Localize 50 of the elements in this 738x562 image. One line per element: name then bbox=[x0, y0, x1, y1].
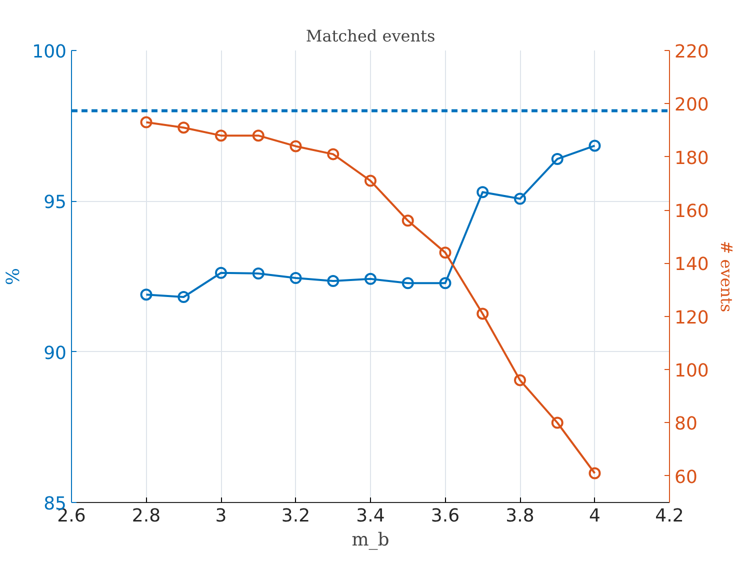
point bbox=[402, 214, 414, 227]
point bbox=[290, 140, 302, 152]
point bbox=[290, 272, 302, 284]
point bbox=[476, 308, 489, 320]
y2-tick-label: 140 bbox=[674, 254, 709, 276]
point bbox=[178, 122, 190, 134]
y2-tick-label: 220 bbox=[674, 42, 709, 62]
y2-tick-label: 180 bbox=[674, 148, 709, 169]
point bbox=[551, 416, 564, 429]
point bbox=[178, 291, 190, 303]
point bbox=[402, 277, 414, 290]
y-axis-title: % bbox=[3, 268, 24, 286]
y2-tick-label: 200 bbox=[674, 94, 709, 116]
x-axis-title: m_b bbox=[352, 530, 390, 550]
x-tick-label: 2.8 bbox=[132, 506, 161, 526]
x-tick-label: 3.4 bbox=[356, 506, 385, 526]
y-tick-label: 90 bbox=[44, 342, 66, 364]
y2-tick-label: 120 bbox=[674, 307, 709, 328]
point bbox=[514, 192, 526, 205]
point bbox=[140, 116, 152, 128]
point bbox=[252, 267, 264, 280]
point bbox=[514, 374, 526, 386]
y-tick-label: 100 bbox=[32, 42, 67, 62]
chart-title: Matched events bbox=[306, 26, 436, 46]
point bbox=[364, 174, 376, 187]
point bbox=[215, 266, 227, 279]
point bbox=[252, 130, 264, 142]
y2-tick-label: 60 bbox=[674, 466, 698, 488]
y2-tick-label: 160 bbox=[674, 201, 709, 222]
y2-axis-title: # events bbox=[716, 240, 736, 312]
y2-tick-label: 80 bbox=[674, 414, 698, 435]
x-tick-label: 3.2 bbox=[281, 506, 310, 526]
point bbox=[439, 246, 452, 259]
x-tick-label: 3 bbox=[215, 506, 227, 526]
x-tick-label: 4 bbox=[589, 506, 600, 526]
point bbox=[215, 130, 227, 142]
point bbox=[551, 152, 564, 165]
point bbox=[327, 148, 340, 160]
y-tick-label: 95 bbox=[44, 192, 66, 214]
y2-tick-label: 100 bbox=[674, 360, 709, 382]
point bbox=[588, 140, 601, 152]
x-tick-label: 4.2 bbox=[655, 506, 684, 526]
point bbox=[327, 275, 340, 288]
x-tick-label: 3.8 bbox=[506, 506, 534, 526]
point bbox=[140, 288, 152, 301]
point bbox=[588, 467, 601, 480]
point bbox=[364, 272, 376, 285]
point bbox=[476, 186, 489, 198]
x-tick-label: 3.6 bbox=[430, 506, 460, 526]
point bbox=[439, 277, 452, 290]
